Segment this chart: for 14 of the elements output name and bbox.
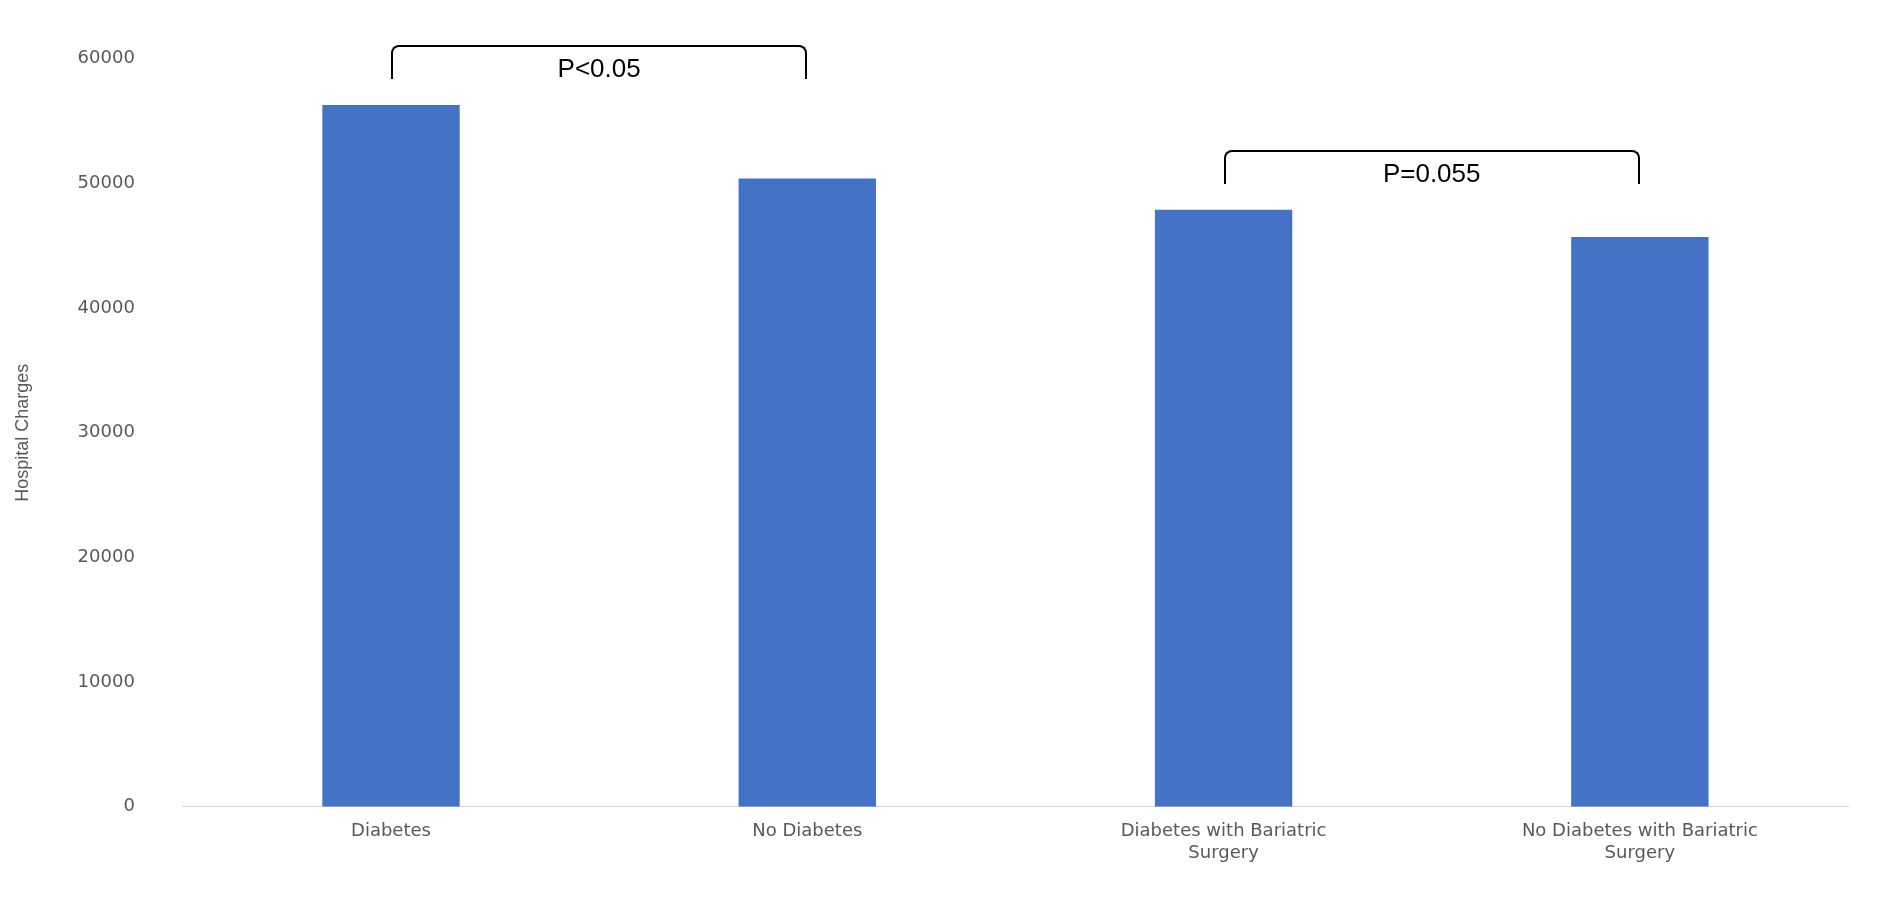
y-tick-label: 10000 xyxy=(77,669,135,691)
y-tick-label: 40000 xyxy=(77,295,135,317)
x-tick-label: Diabetes xyxy=(351,819,431,841)
y-tick-label: 50000 xyxy=(77,171,135,193)
x-tick-label: No Diabetes with Bariatric Surgery xyxy=(1521,819,1758,862)
x-tick-label: Diabetes with Bariatric Surgery xyxy=(1120,819,1327,862)
y-axis-title: Hospital Charges xyxy=(11,363,32,502)
annotation: P=0.055 xyxy=(1381,157,1482,189)
y-tick-label: 0 xyxy=(123,794,135,816)
y-tick-label: 60000 xyxy=(77,46,135,68)
x-tick-label: No Diabetes xyxy=(752,819,863,841)
y-tick-label: 30000 xyxy=(77,420,135,442)
annotation: P<0.05 xyxy=(556,52,642,84)
y-tick-label: 20000 xyxy=(77,545,135,567)
